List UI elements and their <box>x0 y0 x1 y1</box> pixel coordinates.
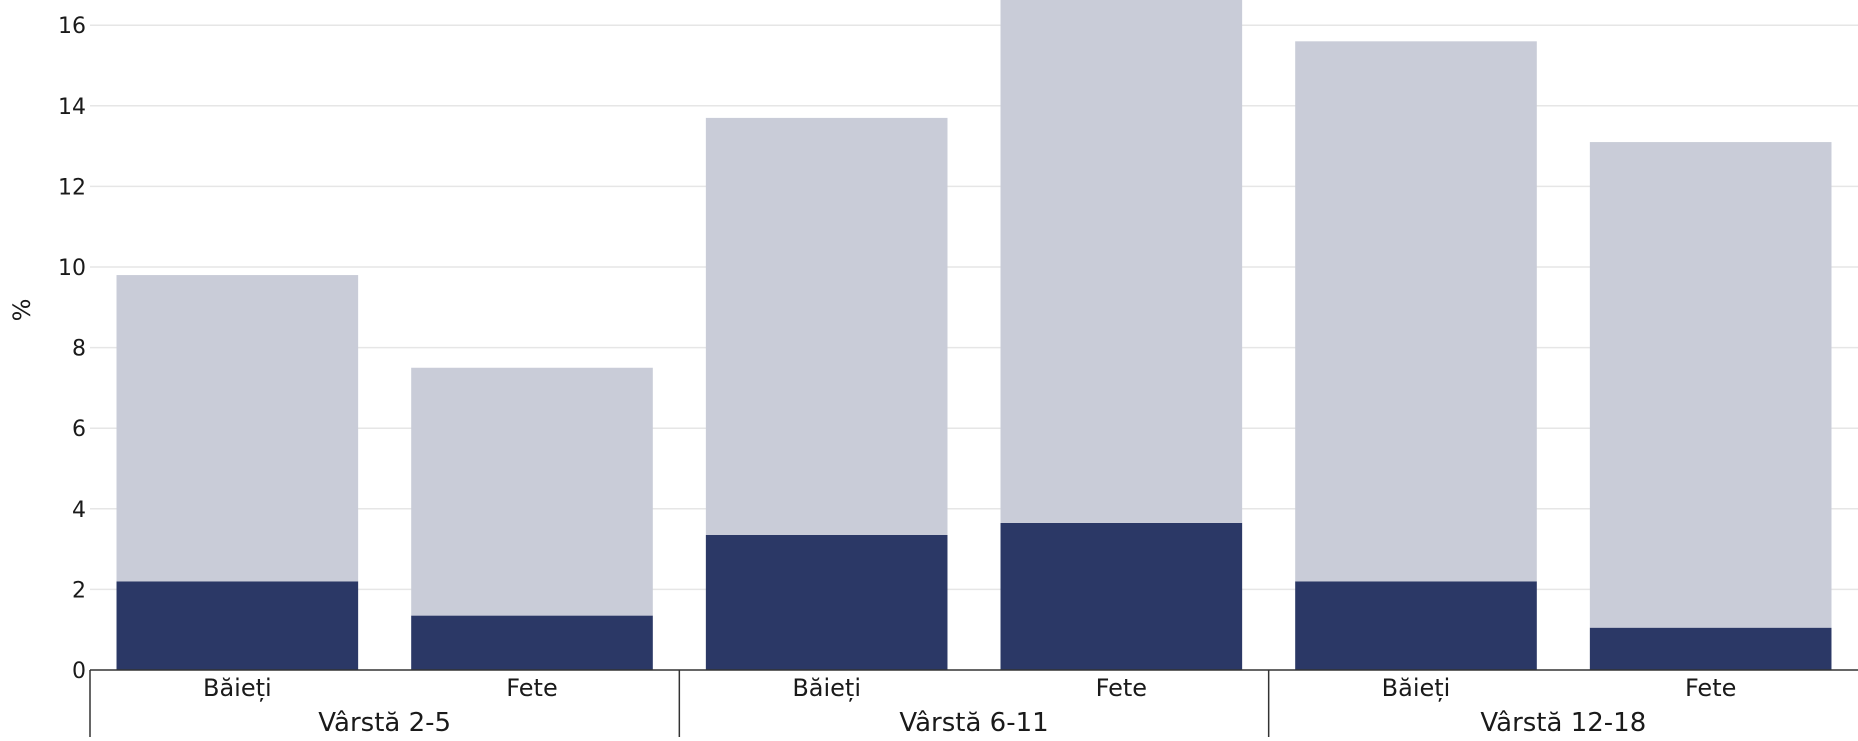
x-group-label: Vârstă 2-5 <box>318 708 451 737</box>
bar-segment-light <box>116 275 359 582</box>
bars <box>116 0 1832 670</box>
axes: 0 2 4 6 8 10 12 14 16 Băieți Fete Băieți Fete Băieți F… <box>58 14 1858 738</box>
y-tick-label: 10 <box>58 256 86 281</box>
y-tick-label: 12 <box>58 175 86 200</box>
x-category-label: Băieți <box>792 674 861 702</box>
bar-segment-dark <box>116 581 359 670</box>
x-category-label: Fete <box>1096 674 1147 702</box>
bar-segment-dark <box>1000 522 1243 670</box>
bar-segment-light <box>1295 41 1537 582</box>
bar-segment-light <box>1000 0 1243 523</box>
y-axis-title: % <box>8 299 36 322</box>
bar-segment-dark <box>1295 581 1537 670</box>
y-tick-label: 6 <box>72 417 86 442</box>
bar-segment-light <box>411 367 653 616</box>
gridlines <box>90 24 1858 591</box>
x-category-label: Băieți <box>1382 674 1451 702</box>
y-tick-label: 0 <box>72 659 86 684</box>
bar-segment-dark <box>411 615 653 670</box>
bar-segment-dark <box>1589 627 1832 670</box>
y-tick-label: 14 <box>58 95 86 120</box>
x-category-label: Fete <box>1685 674 1736 702</box>
x-category-label: Băieți <box>203 674 272 702</box>
y-tick-label: 2 <box>72 578 86 603</box>
y-tick-label: 4 <box>72 498 86 523</box>
bar-segment-light <box>705 117 948 535</box>
x-category-label: Fete <box>506 674 557 702</box>
x-group-label: Vârstă 6-11 <box>899 708 1048 737</box>
bar-segment-dark <box>705 534 948 670</box>
y-tick-label: 16 <box>58 14 86 39</box>
x-group-label: Vârstă 12-18 <box>1480 708 1646 737</box>
y-tick-label: 8 <box>72 337 86 362</box>
bar-segment-light <box>1589 142 1832 628</box>
